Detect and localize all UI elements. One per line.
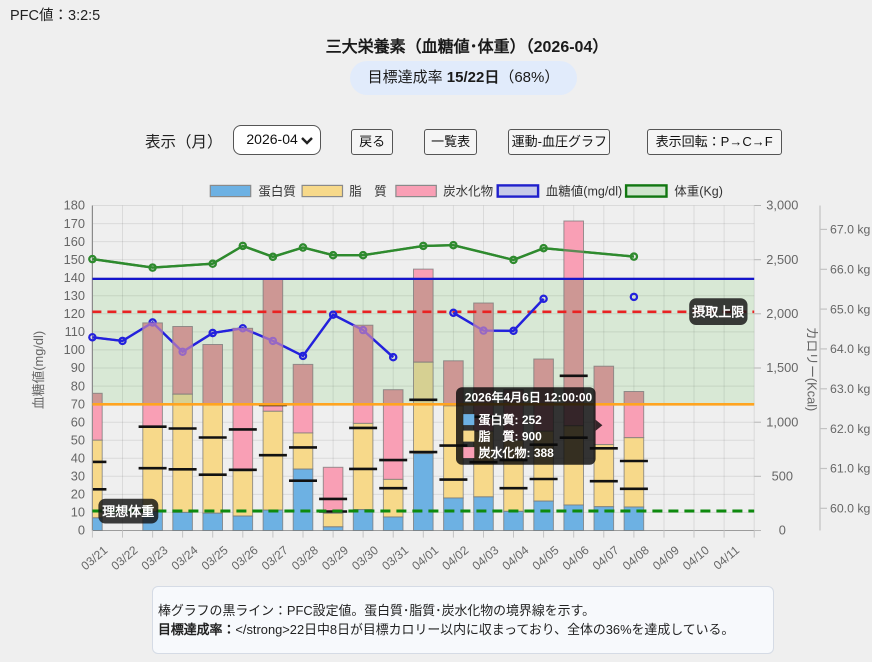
- svg-text:62.0 kg: 62.0 kg: [830, 422, 870, 436]
- svg-text:80: 80: [71, 378, 85, 393]
- svg-text:炭水化物: 388: 炭水化物: 388: [479, 445, 555, 460]
- svg-text:1,500: 1,500: [766, 360, 798, 375]
- svg-text:64.0 kg: 64.0 kg: [830, 342, 870, 356]
- svg-text:摂取上限: 摂取上限: [692, 304, 744, 319]
- svg-text:100: 100: [64, 342, 85, 357]
- svg-text:63.0 kg: 63.0 kg: [830, 382, 870, 396]
- svg-text:70: 70: [71, 396, 85, 411]
- svg-text:03/23: 03/23: [139, 543, 171, 573]
- svg-text:血糖値(mg/dl): 血糖値(mg/dl): [546, 184, 622, 199]
- svg-text:03/24: 03/24: [169, 543, 201, 573]
- svg-text:67.0 kg: 67.0 kg: [830, 223, 870, 237]
- svg-text:脂 質: 脂 質: [349, 184, 387, 199]
- svg-text:04/08: 04/08: [620, 543, 652, 573]
- svg-text:2026年4月6日 12:00:00: 2026年4月6日 12:00:00: [465, 390, 593, 405]
- svg-text:30: 30: [71, 469, 85, 484]
- svg-text:40: 40: [71, 451, 85, 466]
- svg-text:170: 170: [64, 216, 85, 231]
- svg-text:0: 0: [779, 523, 786, 538]
- svg-text:03/30: 03/30: [349, 543, 381, 573]
- svg-text:03/28: 03/28: [289, 543, 321, 573]
- svg-text:130: 130: [64, 288, 85, 303]
- svg-text:03/31: 03/31: [379, 543, 411, 573]
- svg-text:04/05: 04/05: [530, 543, 562, 573]
- svg-text:04/11: 04/11: [711, 543, 743, 573]
- svg-text:04/06: 04/06: [560, 543, 592, 573]
- svg-text:61.0 kg: 61.0 kg: [830, 462, 870, 476]
- svg-text:180: 180: [64, 198, 85, 213]
- svg-text:血糖値(mg/dl): 血糖値(mg/dl): [31, 331, 46, 409]
- svg-text:3,000: 3,000: [766, 198, 798, 213]
- svg-text:150: 150: [64, 252, 85, 267]
- svg-text:脂 質: 900: 脂 質: 900: [478, 429, 543, 444]
- svg-text:炭水化物: 炭水化物: [443, 184, 493, 199]
- svg-text:65.0 kg: 65.0 kg: [830, 302, 870, 316]
- svg-text:04/04: 04/04: [499, 543, 531, 573]
- svg-text:04/02: 04/02: [439, 543, 471, 573]
- svg-text:04/10: 04/10: [680, 543, 712, 573]
- svg-text:04/01: 04/01: [409, 543, 441, 573]
- svg-text:20: 20: [71, 487, 85, 502]
- svg-text:1,000: 1,000: [766, 414, 798, 429]
- svg-text:2,000: 2,000: [766, 306, 798, 321]
- svg-text:04/03: 04/03: [469, 543, 501, 573]
- svg-text:66.0 kg: 66.0 kg: [830, 263, 870, 277]
- svg-text:60.0 kg: 60.0 kg: [830, 502, 870, 516]
- svg-text:10: 10: [71, 505, 85, 520]
- svg-text:50: 50: [71, 432, 85, 447]
- svg-text:体重(Kg): 体重(Kg): [674, 184, 723, 199]
- svg-text:04/09: 04/09: [650, 543, 682, 573]
- svg-text:500: 500: [772, 469, 793, 484]
- svg-text:蛋白質: 252: 蛋白質: 252: [479, 412, 543, 427]
- svg-text:120: 120: [64, 306, 85, 321]
- svg-text:カロリー(Kcal): カロリー(Kcal): [805, 327, 820, 412]
- svg-text:60: 60: [71, 414, 85, 429]
- svg-text:03/22: 03/22: [108, 543, 140, 573]
- svg-text:140: 140: [64, 270, 85, 285]
- svg-text:0: 0: [78, 523, 85, 538]
- svg-text:03/26: 03/26: [229, 543, 261, 573]
- svg-text:03/29: 03/29: [319, 543, 351, 573]
- svg-text:90: 90: [71, 360, 85, 375]
- svg-text:理想体重: 理想体重: [102, 504, 154, 519]
- svg-text:03/25: 03/25: [199, 543, 231, 573]
- svg-text:160: 160: [64, 234, 85, 249]
- svg-text:2,500: 2,500: [766, 252, 798, 267]
- svg-text:03/27: 03/27: [259, 543, 291, 573]
- svg-text:蛋白質: 蛋白質: [258, 184, 296, 199]
- svg-text:110: 110: [65, 324, 85, 339]
- svg-text:03/21: 03/21: [78, 543, 110, 573]
- svg-text:04/07: 04/07: [590, 543, 622, 573]
